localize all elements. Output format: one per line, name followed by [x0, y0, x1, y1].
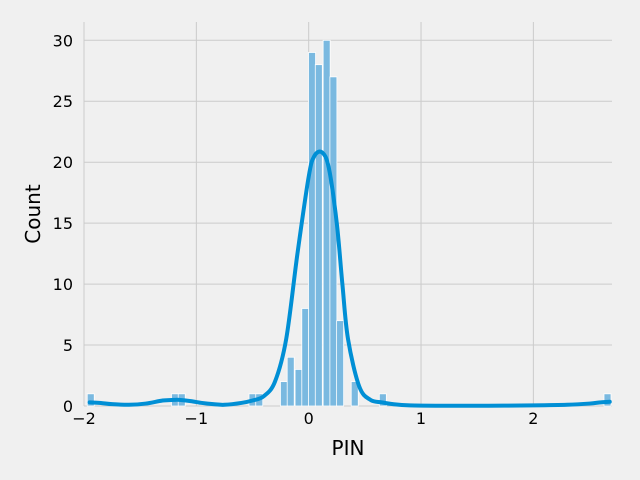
x-axis-label: PIN: [332, 436, 365, 460]
y-tick-label: 5: [63, 336, 73, 355]
x-tick-label: −1: [185, 409, 209, 428]
histogram-bar: [294, 369, 303, 407]
kde-curve: [87, 149, 612, 408]
histogram-bar: [378, 393, 387, 407]
histogram-bar: [280, 381, 288, 407]
histogram-bar: [286, 356, 295, 407]
y-tick-label: 15: [53, 214, 73, 233]
y-tick-label: 0: [63, 397, 73, 416]
x-tick-label: 1: [416, 409, 426, 428]
histogram-bar: [350, 381, 359, 407]
x-tick-labels: −2 −1 0 1 2: [72, 409, 538, 428]
y-axis-label: Count: [21, 184, 45, 244]
histogram-bar: [336, 320, 345, 407]
histogram-bar: [86, 393, 95, 407]
histogram-bar: [329, 76, 338, 407]
y-tick-label: 30: [53, 31, 73, 50]
y-tick-label: 25: [53, 92, 73, 111]
histogram-bar: [301, 308, 310, 407]
y-tick-labels: 0 5 10 15 20 25 30: [53, 31, 73, 416]
histogram-bar: [322, 39, 331, 407]
y-tick-label: 10: [53, 275, 73, 294]
histogram-bar: [314, 64, 323, 407]
x-tick-label: 0: [304, 409, 314, 428]
x-tick-label: 2: [528, 409, 538, 428]
histogram-bar: [308, 52, 316, 407]
x-tick-label: −2: [72, 409, 96, 428]
y-tick-label: 20: [53, 153, 73, 172]
